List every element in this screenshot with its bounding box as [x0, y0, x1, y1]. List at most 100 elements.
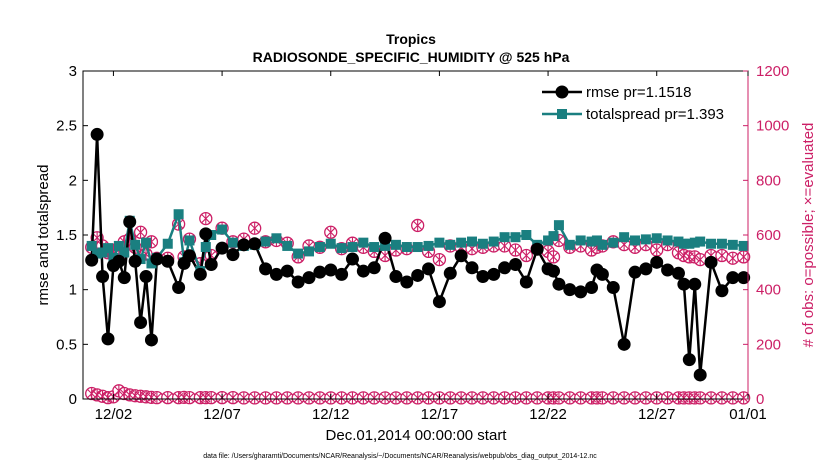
obs-evaluated-marker	[87, 387, 97, 400]
rmse-point	[356, 264, 370, 278]
x-tick-label: 01/01	[729, 406, 767, 423]
totalspread-point	[113, 240, 124, 251]
obs-evaluated-marker	[201, 212, 211, 225]
y2-tick-label: 400	[756, 282, 781, 299]
totalspread-point	[293, 248, 304, 259]
obs-evaluated-marker	[456, 391, 466, 404]
y-axis-label: rmse and totalspread	[35, 165, 52, 306]
obs-evaluated-marker	[358, 391, 368, 404]
obs-evaluated-marker	[391, 391, 401, 404]
y-tick-label: 0	[69, 391, 77, 408]
obs-evaluated-marker	[554, 391, 564, 404]
y-tick-label: 2	[69, 172, 77, 189]
obs-evaluated-marker	[467, 391, 477, 404]
obs-evaluated-marker	[717, 391, 727, 404]
obs-evaluated-marker	[206, 391, 216, 404]
totalspread-point	[97, 247, 108, 258]
rmse-point	[737, 271, 751, 285]
obs-evaluated-marker	[114, 384, 124, 397]
x-tick-label: 12/17	[421, 406, 459, 423]
obs-evaluated-marker	[548, 250, 559, 263]
rmse-point	[606, 280, 620, 294]
rmse-point	[693, 368, 707, 382]
obs-evaluated-marker	[260, 391, 271, 404]
rmse-point	[117, 271, 131, 285]
totalspread-point	[575, 235, 586, 246]
obs-evaluated-marker	[413, 391, 423, 404]
chart-title: Tropics	[386, 31, 436, 47]
obs-evaluated-marker	[619, 391, 629, 404]
obs-evaluated-marker	[641, 391, 651, 404]
totalspread-point	[184, 235, 195, 246]
rmse-point	[259, 262, 273, 276]
rmse-point	[682, 353, 696, 367]
obs-evaluated-marker	[293, 391, 303, 404]
rmse-point	[476, 270, 490, 284]
rmse-point	[204, 258, 218, 272]
rmse-point	[345, 252, 359, 266]
y2-tick-label: 1000	[756, 118, 789, 135]
totalspread-point	[271, 233, 282, 244]
totalspread-point	[586, 236, 597, 247]
y-tick-label: 1.5	[56, 227, 77, 244]
rmse-point	[302, 271, 316, 285]
totalspread-point	[662, 235, 673, 246]
x-tick-label: 12/27	[638, 406, 676, 423]
totalspread-point	[684, 238, 695, 249]
obs-evaluated-marker	[706, 391, 716, 404]
rmse-point	[650, 255, 664, 269]
x-axis-label: Dec.01,2014 00:00:00 start	[326, 427, 508, 444]
obs-evaluated-marker	[337, 391, 347, 404]
rmse-point	[269, 267, 283, 281]
footnote: data file: /Users/gharamti/Documents/NCA…	[203, 453, 597, 460]
rmse-point	[280, 264, 294, 278]
rmse-point	[182, 249, 196, 263]
legend-rmse-label: rmse pr=1.1518	[586, 84, 691, 101]
totalspread-point	[738, 240, 749, 251]
rmse-point	[530, 242, 544, 256]
x-tick-label: 12/22	[529, 406, 567, 423]
totalspread-point	[162, 238, 173, 249]
rmse-point	[144, 333, 158, 347]
y2-axis-ticks: 0 200 400 600 800 1000 1200	[743, 63, 789, 408]
obs-evaluated-marker	[690, 250, 700, 263]
obs-evaluated-marker	[728, 252, 738, 265]
obs-evaluated-marker	[423, 391, 434, 404]
rmse-point	[677, 277, 691, 291]
obs-evaluated-marker	[250, 391, 260, 404]
rmse-point	[661, 263, 675, 277]
totalspread-point	[689, 237, 700, 248]
totalspread-point	[325, 238, 336, 249]
rmse-point	[454, 249, 468, 263]
rmse-point	[101, 332, 115, 346]
obs-evaluated-marker	[239, 391, 249, 404]
totalspread-point	[488, 236, 499, 247]
obs-evaluated-marker	[695, 253, 705, 266]
totalspread-point	[380, 240, 391, 251]
obs-evaluated-marker	[228, 391, 238, 404]
obs-evaluated-marker	[369, 391, 379, 404]
y-tick-label: 0.5	[56, 336, 77, 353]
x-tick-label: 12/12	[312, 406, 350, 423]
obs-evaluated-marker	[652, 244, 662, 257]
totalspread-point	[445, 239, 456, 250]
rmse-point	[617, 337, 631, 351]
totalspread-point	[543, 235, 554, 246]
rmse-point	[508, 258, 522, 272]
obs-evaluated-marker	[597, 391, 607, 404]
totalspread-point	[200, 242, 211, 253]
totalspread-point	[358, 237, 369, 248]
totalspread-point	[553, 220, 564, 231]
y-tick-label: 2.5	[56, 118, 77, 135]
rmse-point	[335, 267, 349, 281]
totalspread-point	[347, 242, 358, 253]
obs-evaluated-marker	[136, 226, 146, 239]
totalspread-point	[597, 239, 608, 250]
rmse-point	[688, 277, 702, 291]
marker-layer	[85, 127, 751, 382]
obs-evaluated-marker	[576, 391, 586, 404]
totalspread-point	[548, 231, 559, 242]
x-axis-ticks: 12/02 12/07 12/12 12/17 12/22 12/27 01/01	[95, 71, 767, 423]
totalspread-point	[678, 238, 689, 249]
legend-spread-label: totalspread pr=1.393	[586, 106, 724, 123]
